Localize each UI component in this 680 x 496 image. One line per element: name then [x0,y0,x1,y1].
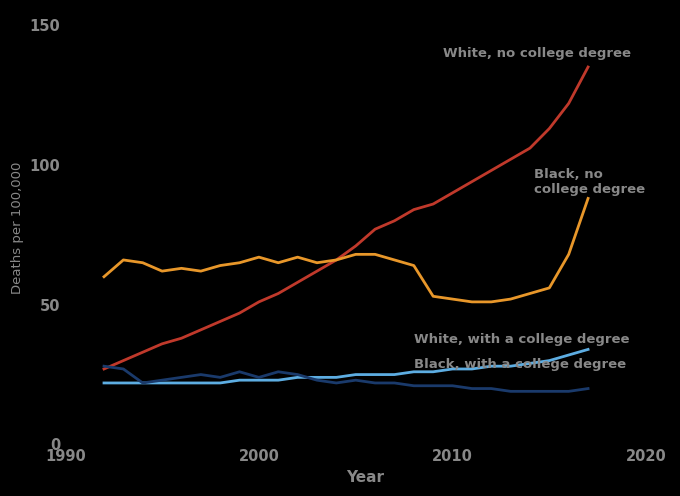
Text: Black, with a college degree: Black, with a college degree [414,358,626,371]
Y-axis label: Deaths per 100,000: Deaths per 100,000 [11,162,24,294]
Text: White, with a college degree: White, with a college degree [414,333,629,346]
Text: White, no college degree: White, no college degree [443,48,631,61]
X-axis label: Year: Year [346,470,384,485]
Text: Black, no
college degree: Black, no college degree [534,168,645,196]
